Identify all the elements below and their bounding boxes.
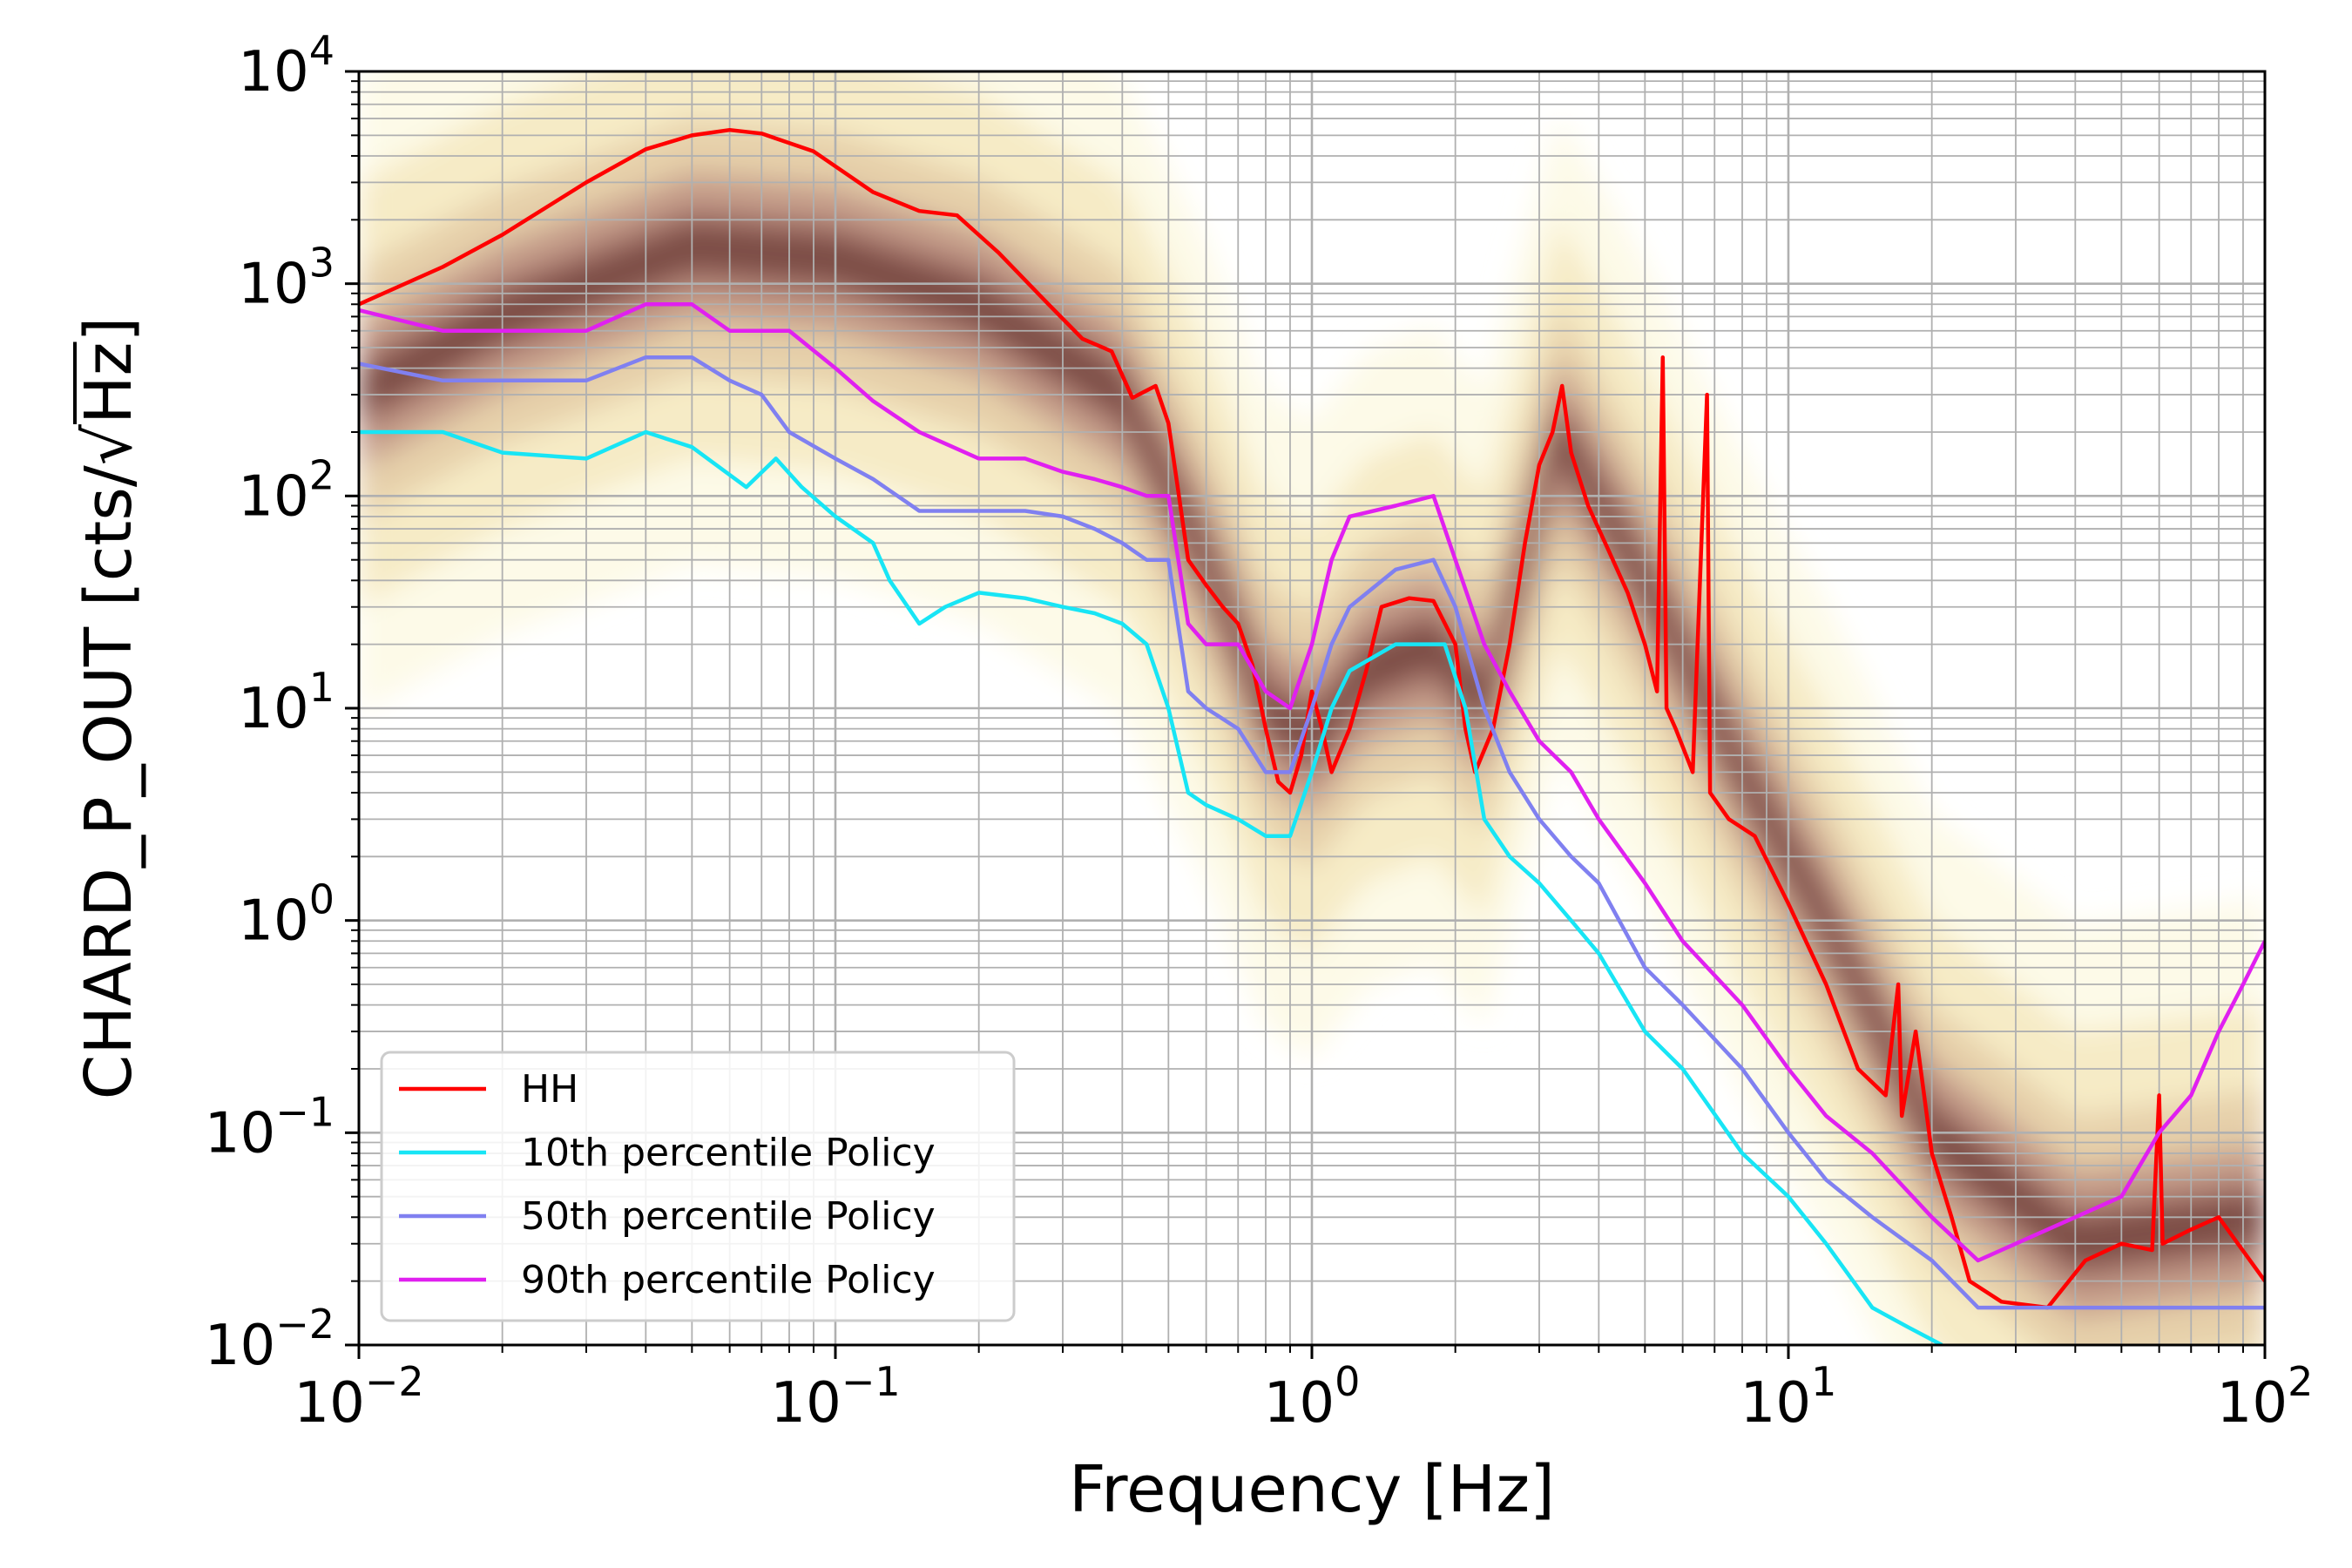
series-line-3	[359, 355, 2265, 1310]
y-tick-label-0: 10−2	[205, 1301, 335, 1378]
series-line-4	[359, 302, 2265, 1263]
x-axis-title: Frequency [Hz]	[1069, 1452, 1555, 1527]
y-tick-label-2: 100	[238, 876, 335, 954]
y-tick-label-5: 103	[238, 240, 335, 317]
y-axis-title-suffix: ]	[71, 317, 146, 342]
legend-label-2: 10th percentile Policy	[521, 1131, 936, 1175]
y-axis-title: CHARD_P_OUT [cts/√Hz]	[71, 317, 146, 1100]
y-tick-label-3: 101	[238, 664, 335, 741]
legend: HH 10th percentile Policy 50th percentile …	[380, 1051, 1016, 1322]
x-tick-label-0: 10−2	[294, 1358, 423, 1436]
x-tick-label-1: 10−1	[770, 1358, 900, 1436]
y-tick-label-6: 104	[238, 27, 335, 105]
y-tick-label-4: 102	[238, 451, 335, 529]
legend-box	[380, 1051, 1016, 1322]
y-axis-title-prefix: CHARD_P_OUT [cts/	[71, 465, 146, 1099]
legend-label-4: 90th percentile Policy	[521, 1258, 936, 1302]
x-tick-label-2: 100	[1264, 1358, 1361, 1436]
legend-label-3: 50th percentile Policy	[521, 1194, 936, 1239]
y-axis-title-radicand: Hz	[71, 342, 146, 425]
axis-ticks: 10−2 10−1 100 101 102 10−2 10−1 100 101 102 103 104	[205, 27, 2314, 1436]
series-lines	[359, 127, 2265, 1345]
y-axis-title-radical: √	[71, 423, 146, 465]
y-tick-label-1: 10−1	[205, 1088, 335, 1166]
legend-label-1: HH	[521, 1067, 578, 1112]
x-tick-label-4: 102	[2217, 1358, 2314, 1436]
series-line-2	[359, 429, 1943, 1345]
x-tick-label-3: 101	[1740, 1358, 1837, 1436]
